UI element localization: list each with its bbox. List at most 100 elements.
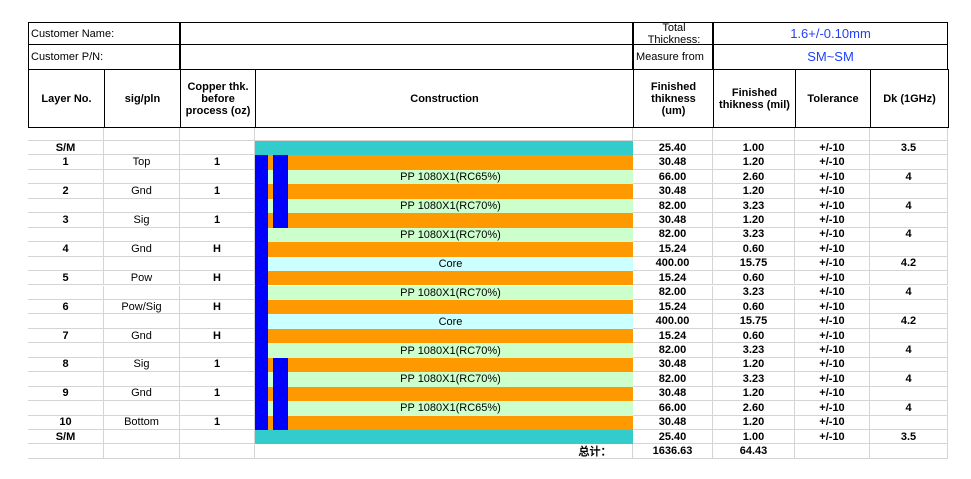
table-cell xyxy=(180,314,255,329)
table-cell: 82.00 xyxy=(633,198,713,214)
header-cell: Customer Name: xyxy=(28,22,180,45)
table-cell: 3.23 xyxy=(713,372,795,387)
header-cell: Total Thickness: xyxy=(633,22,713,46)
table-cell: +/-10 xyxy=(795,430,870,445)
table-cell xyxy=(104,372,180,387)
column-header: Construction xyxy=(255,69,634,128)
table-cell xyxy=(104,401,180,416)
table-cell: +/-10 xyxy=(795,198,870,214)
table-cell xyxy=(180,227,255,243)
construction-label xyxy=(268,213,633,227)
construction-label xyxy=(268,300,633,314)
table-cell xyxy=(28,372,104,387)
table-cell: +/-10 xyxy=(795,155,870,170)
table-cell: 0.60 xyxy=(713,328,795,344)
column-header: sig/pln xyxy=(104,69,181,128)
table-cell: 30.48 xyxy=(633,155,713,170)
construction-label: Core xyxy=(438,315,463,328)
construction-label xyxy=(268,184,633,198)
table-cell xyxy=(28,314,104,329)
table-cell xyxy=(180,169,255,185)
table-cell: 4 xyxy=(870,343,948,358)
table-cell xyxy=(28,227,104,243)
table-cell xyxy=(180,343,255,358)
table-cell: 6 xyxy=(28,299,104,315)
table-cell: 25.40 xyxy=(633,141,713,156)
table-cell: Pow xyxy=(104,271,180,286)
layer-band xyxy=(268,343,633,358)
construction-label: PP 1080X1(RC65%) xyxy=(400,402,501,415)
table-cell xyxy=(870,242,948,257)
table-cell: 4 xyxy=(870,372,948,387)
table-cell: +/-10 xyxy=(795,401,870,416)
grid-cell xyxy=(28,128,104,141)
table-cell: 2.60 xyxy=(713,169,795,185)
table-cell xyxy=(104,256,180,272)
grid-cell xyxy=(795,128,870,141)
table-cell: 82.00 xyxy=(633,285,713,300)
layer-band xyxy=(268,271,633,286)
table-cell xyxy=(180,401,255,416)
table-cell: 1.00 xyxy=(713,141,795,156)
layer-band xyxy=(268,285,633,300)
header-cell: Customer P/N: xyxy=(28,44,180,70)
table-cell xyxy=(870,328,948,344)
layer-band xyxy=(268,357,633,373)
total-label: 总计： xyxy=(578,445,612,458)
layer-band xyxy=(268,169,633,185)
table-cell: 1.20 xyxy=(713,415,795,430)
total-cell: 1636.63 xyxy=(633,444,713,460)
table-cell: 4 xyxy=(870,285,948,300)
table-cell: +/-10 xyxy=(795,372,870,387)
header-value: 1.6+/-0.10mm xyxy=(713,22,948,45)
table-cell: 3.23 xyxy=(713,198,795,214)
table-cell xyxy=(28,285,104,300)
table-cell: 30.48 xyxy=(633,386,713,402)
construction-label: PP 1080X1(RC70%) xyxy=(400,200,501,213)
table-cell: 5 xyxy=(28,271,104,286)
layer-band xyxy=(268,372,633,387)
layer-band xyxy=(268,198,633,214)
table-cell xyxy=(870,299,948,315)
total-cell: 64.43 xyxy=(713,444,795,460)
table-cell xyxy=(104,343,180,358)
header-cell xyxy=(180,22,633,45)
layer-band xyxy=(268,256,633,272)
table-cell xyxy=(104,141,180,156)
construction-label: PP 1080X1(RC70%) xyxy=(400,286,501,299)
table-cell: +/-10 xyxy=(795,242,870,257)
column-header: Copper thk. before process (oz) xyxy=(180,69,256,128)
table-cell: 3.23 xyxy=(713,285,795,300)
table-cell: Bottom xyxy=(104,415,180,430)
table-cell xyxy=(870,386,948,402)
grid-cell xyxy=(255,128,633,141)
layer-band xyxy=(268,213,633,228)
table-cell: 1 xyxy=(180,386,255,402)
layer-band xyxy=(268,299,633,315)
construction-label: PP 1080X1(RC65%) xyxy=(400,171,501,184)
table-cell: +/-10 xyxy=(795,343,870,358)
construction-label xyxy=(268,155,633,169)
layer-band xyxy=(268,242,633,257)
table-cell: 66.00 xyxy=(633,401,713,416)
table-cell: 1.20 xyxy=(713,155,795,170)
table-cell: +/-10 xyxy=(795,415,870,430)
table-cell: Gnd xyxy=(104,184,180,199)
table-cell xyxy=(180,256,255,272)
construction-label xyxy=(268,358,633,372)
table-cell: +/-10 xyxy=(795,213,870,228)
table-cell: 1 xyxy=(180,213,255,228)
construction-label xyxy=(268,271,633,285)
table-cell: +/-10 xyxy=(795,386,870,402)
blind-via xyxy=(273,155,288,228)
construction-label: PP 1080X1(RC70%) xyxy=(400,373,501,386)
grid-cell xyxy=(713,128,795,141)
table-cell: 15.24 xyxy=(633,271,713,286)
table-cell: 1.20 xyxy=(713,357,795,373)
table-cell: 0.60 xyxy=(713,242,795,257)
column-header: Layer No. xyxy=(28,69,105,128)
table-cell xyxy=(104,285,180,300)
table-cell: +/-10 xyxy=(795,314,870,329)
table-cell: +/-10 xyxy=(795,271,870,286)
table-cell: +/-10 xyxy=(795,227,870,243)
